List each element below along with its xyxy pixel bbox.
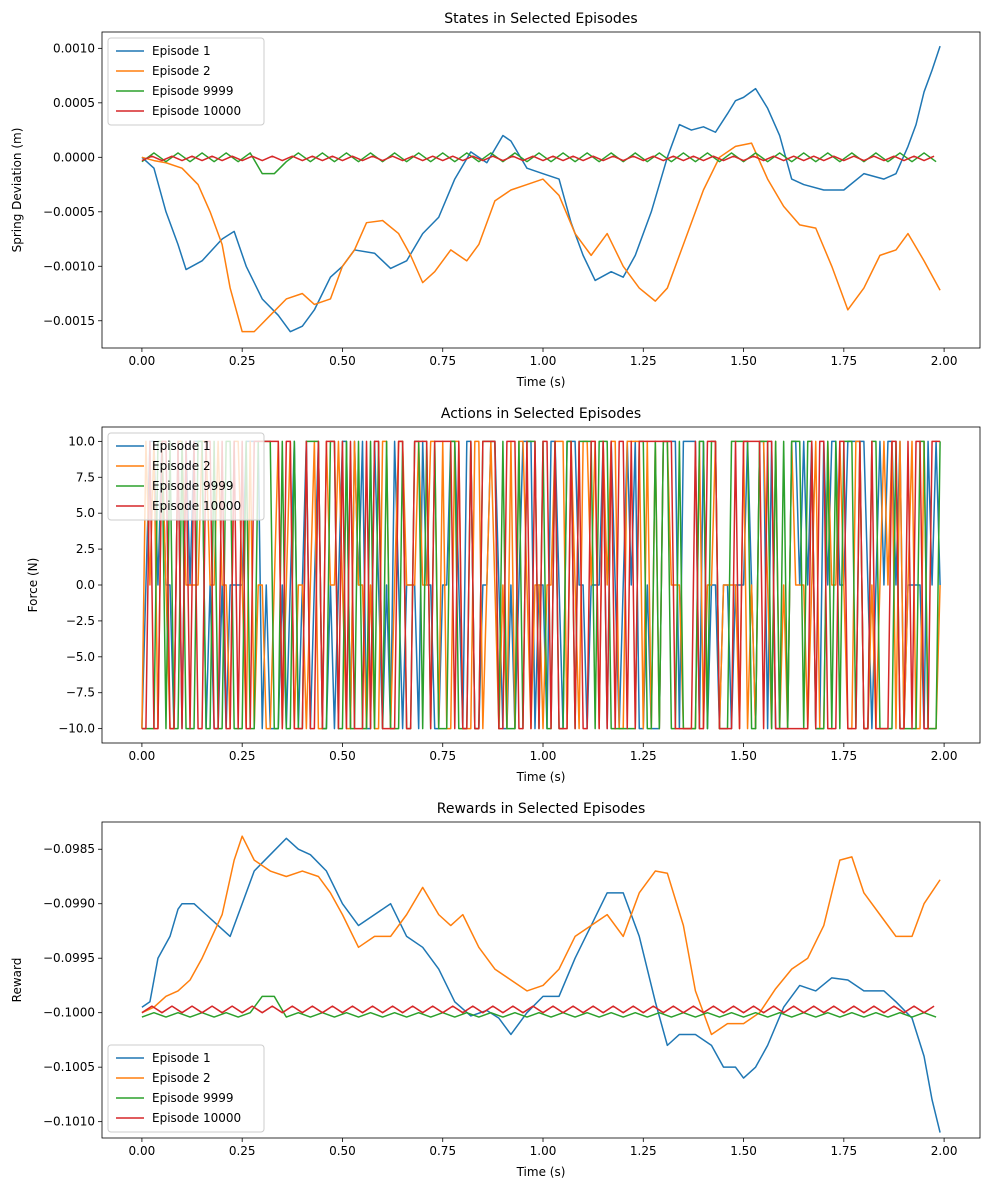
chart-2-legend-label-1: Episode 1 xyxy=(152,439,211,453)
chart-3-ytick-label: −0.1000 xyxy=(43,1006,95,1020)
chart-2-xlabel: Time (s) xyxy=(516,770,566,784)
chart-3-ylabel: Reward xyxy=(10,958,24,1003)
chart-2-legend-label-2: Episode 2 xyxy=(152,459,211,473)
chart-1-xtick-label: 1.00 xyxy=(530,354,557,368)
chart-2-ylabel: Force (N) xyxy=(26,558,40,613)
chart-3-xlabel: Time (s) xyxy=(516,1165,566,1179)
chart-3-ytick-label: −0.0990 xyxy=(43,897,95,911)
chart-1-ytick-label: −0.0005 xyxy=(43,205,95,219)
chart-3-ytick-label: −0.0985 xyxy=(43,842,95,856)
chart-1-xtick-label: 1.50 xyxy=(730,354,757,368)
chart-1-legend: Episode 1 Episode 2 Episode 9999 Episode 10… xyxy=(107,37,265,126)
chart-2-ytick-label: 7.5 xyxy=(76,470,95,484)
chart-2-series-2-line xyxy=(141,440,941,730)
chart-2-ytick-label: −2.5 xyxy=(66,614,95,628)
chart-2-legend: Episode 1 Episode 2 Episode 9999 Episode 10… xyxy=(107,432,265,521)
chart-2-legend-box xyxy=(107,432,265,521)
chart-3-legend: Episode 1 Episode 2 Episode 9999 Episode 10… xyxy=(107,1044,265,1133)
chart-2-xtick-label: 2.00 xyxy=(931,749,958,763)
chart-2-frame xyxy=(101,426,981,744)
chart-1-series-4-line xyxy=(141,155,935,162)
chart-2-xtick-label: 1.25 xyxy=(630,749,657,763)
chart-2-ytick-label: 0.0 xyxy=(76,578,95,592)
chart-1-series-2-line xyxy=(141,142,941,333)
chart-2-ytick-label: 2.5 xyxy=(76,542,95,556)
chart-2-legend-label-3: Episode 9999 xyxy=(152,479,233,493)
chart-1-plot-area xyxy=(141,45,941,333)
chart-1-xtick-label: 0.50 xyxy=(329,354,356,368)
chart-3-series-4-line xyxy=(141,1005,935,1014)
chart-2-xtick-label: 0.75 xyxy=(429,749,456,763)
chart-2-xtick-label: 0.25 xyxy=(229,749,256,763)
chart-1-xtick-label: 0.25 xyxy=(229,354,256,368)
chart-2-ytick-label: −10.0 xyxy=(58,722,95,736)
chart-3-title: Rewards in Selected Episodes xyxy=(437,801,646,817)
chart-1-ylabel: Spring Deviation (m) xyxy=(10,128,24,253)
chart-1-xtick-label: 0.00 xyxy=(129,354,156,368)
chart-2-ytick-label: 10.0 xyxy=(68,434,95,448)
chart-3-xtick-label: 0.25 xyxy=(229,1144,256,1158)
chart-1-legend-label-3: Episode 9999 xyxy=(152,84,233,98)
chart-1-ytick-label: 0.0005 xyxy=(53,96,95,110)
chart-2-xtick-label: 1.75 xyxy=(830,749,857,763)
chart-1-title: States in Selected Episodes xyxy=(444,11,637,27)
chart-1-legend-label-4: Episode 10000 xyxy=(152,104,241,118)
chart-2-ytick-label: −7.5 xyxy=(66,686,95,700)
chart-3-frame xyxy=(101,821,981,1139)
chart-2-series-4-line xyxy=(141,440,941,730)
chart-1-ytick-label: −0.0010 xyxy=(43,259,95,273)
chart-3-xtick-label: 0.50 xyxy=(329,1144,356,1158)
chart-1-xlabel: Time (s) xyxy=(516,375,566,389)
chart-2-xtick-label: 1.00 xyxy=(530,749,557,763)
chart-1-xtick-label: 0.75 xyxy=(429,354,456,368)
chart-1-xtick-label: 1.25 xyxy=(630,354,657,368)
chart-3-legend-label-4: Episode 10000 xyxy=(152,1111,241,1125)
chart-3-xtick-label: 1.75 xyxy=(830,1144,857,1158)
chart-1-legend-box xyxy=(107,37,265,126)
chart-3-legend-label-1: Episode 1 xyxy=(152,1051,211,1065)
chart-2-title: Actions in Selected Episodes xyxy=(441,406,641,422)
chart-3-plot-area xyxy=(141,835,941,1133)
chart-1-series-1-line xyxy=(141,45,941,333)
chart-3-xtick-label: 1.25 xyxy=(630,1144,657,1158)
chart-1-xtick-label: 1.75 xyxy=(830,354,857,368)
chart-1-legend-label-2: Episode 2 xyxy=(152,64,211,78)
chart-2: Actions in Selected Episodes 0.00 0.25 0.50… xyxy=(26,406,981,784)
chart-3-ytick-label: −0.1005 xyxy=(43,1060,95,1074)
chart-3-ytick-label: −0.1010 xyxy=(43,1115,95,1129)
chart-3-xtick-label: 2.00 xyxy=(931,1144,958,1158)
chart-3-xtick-label: 1.00 xyxy=(530,1144,557,1158)
chart-3-xtick-label: 0.75 xyxy=(429,1144,456,1158)
chart-1-legend-label-1: Episode 1 xyxy=(152,44,211,58)
chart-3-series-2-line xyxy=(141,835,941,1036)
chart-1: States in Selected Episodes 0.00 0.25 0.50 0… xyxy=(10,11,981,389)
chart-3: Rewards in Selected Episodes 0.00 0.25 0.50… xyxy=(10,801,981,1179)
chart-3-legend-label-3: Episode 9999 xyxy=(152,1091,233,1105)
chart-3-xtick-label: 1.50 xyxy=(730,1144,757,1158)
chart-3-ytick-label: −0.0995 xyxy=(43,951,95,965)
chart-1-frame xyxy=(101,31,981,349)
chart-3-legend-label-2: Episode 2 xyxy=(152,1071,211,1085)
chart-1-xtick-label: 2.00 xyxy=(931,354,958,368)
chart-2-xtick-label: 1.50 xyxy=(730,749,757,763)
chart-2-xtick-label: 0.00 xyxy=(129,749,156,763)
chart-2-ytick-label: 5.0 xyxy=(76,506,95,520)
chart-1-series-3-line xyxy=(141,152,937,175)
chart-1-ytick-label: 0.0000 xyxy=(53,150,95,164)
chart-3-legend-box xyxy=(107,1044,265,1133)
chart-3-xtick-label: 0.00 xyxy=(129,1144,156,1158)
chart-3-series-1-line xyxy=(141,837,941,1133)
chart-2-legend-label-4: Episode 10000 xyxy=(152,499,241,513)
chart-2-ytick-label: −5.0 xyxy=(66,650,95,664)
chart-2-plot-area xyxy=(141,440,941,730)
chart-1-ytick-label: 0.0010 xyxy=(53,41,95,55)
chart-2-xtick-label: 0.50 xyxy=(329,749,356,763)
chart-1-ytick-label: −0.0015 xyxy=(43,314,95,328)
